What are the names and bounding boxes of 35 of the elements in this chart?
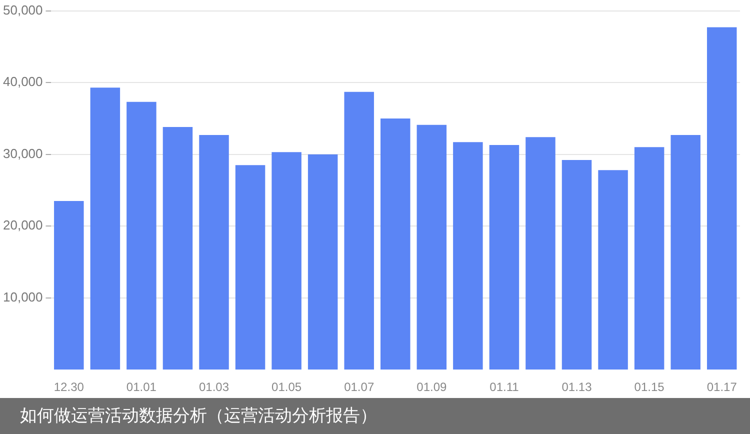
bar [634,147,664,370]
x-tick-label: 12.30 [54,380,84,394]
bar [308,154,338,370]
bar [416,124,447,370]
x-tick-label: 01.03 [198,380,230,394]
bar [344,92,374,370]
y-tick-label: 40,000 [2,74,43,90]
x-tick-label: 01.05 [272,380,302,394]
x-tick-label: 01.15 [634,380,665,394]
bar [272,152,302,370]
bar [706,27,737,370]
bar [670,134,700,370]
bar [380,118,410,370]
x-tick-label: 01.07 [344,380,374,394]
bar [199,134,229,370]
bar [489,144,520,370]
bar [126,102,156,370]
bar [54,200,84,370]
y-tick-label: 30,000 [2,146,43,161]
bar [235,165,266,370]
x-tick-label: 01.13 [562,380,592,394]
bar [162,127,193,370]
x-tick-label: 01.11 [490,380,520,394]
bar [90,88,120,370]
y-tick-label: 10,000 [2,289,43,304]
x-tick-label: 01.01 [126,380,157,394]
bar [526,137,556,370]
text: 如何做运营活动数据分析（运营活动分析报告） [20,406,377,426]
x-tick-label: 01.09 [416,380,447,394]
bar [598,170,628,370]
y-tick-label: 50,000 [2,2,43,18]
x-tick-label: 01.17 [706,380,738,394]
bar [562,160,592,370]
bar [453,142,483,370]
y-tick-label: 20,000 [2,218,43,233]
